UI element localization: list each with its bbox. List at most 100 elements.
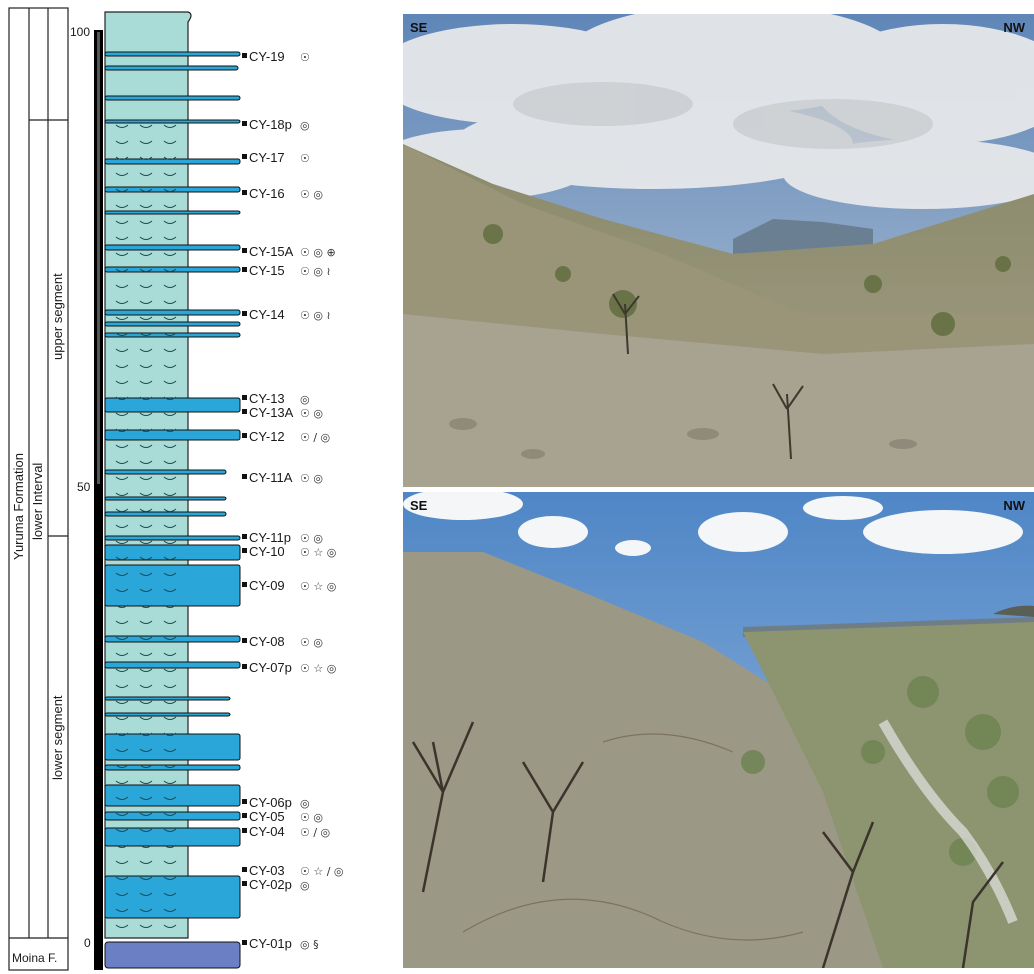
sample-label: CY-14: [249, 307, 285, 322]
fossil-texture-mark: [139, 924, 153, 928]
fossil-texture-mark: [115, 860, 129, 864]
fossil-texture-mark: [139, 172, 153, 176]
fossil-icons: ☉ ☆ ◎: [300, 580, 336, 593]
sample-label: CY-06p: [249, 795, 292, 810]
interval-label: lower Interval: [30, 463, 45, 540]
fossil-texture-mark: [163, 796, 177, 800]
sample-marker: [242, 799, 247, 804]
sample-label: CY-09: [249, 578, 285, 593]
fossil-texture-mark: [115, 892, 129, 896]
sample-marker: [242, 311, 247, 316]
fossil-texture-mark: [163, 556, 177, 560]
fossil-texture-mark: [163, 428, 177, 432]
fossil-texture-mark: [139, 636, 153, 640]
fossil-texture-mark: [139, 892, 153, 896]
sample-list: CY-19 ☉ CY-18p ◎ CY-17 ☉ CY-16 ☉ ◎ CY-15A ☉ ◎ ⊕ CY…: [242, 49, 344, 951]
fossil-icons: ☉ ☆ ∕ ◎: [300, 865, 344, 878]
fossil-texture-mark: [139, 220, 153, 224]
fossil-icons: ◎: [300, 119, 310, 132]
fossil-texture-mark: [163, 892, 177, 896]
limestone-bed: [104, 95, 241, 101]
limestone-bed: [104, 544, 241, 561]
fossil-icons: ☉ ☆ ◎: [300, 546, 336, 559]
fossil-texture-mark: [115, 316, 129, 320]
fossil-texture-mark: [139, 396, 153, 400]
fossil-texture-mark: [163, 700, 177, 704]
fossil-texture-mark: [139, 364, 153, 368]
sample-marker: [242, 409, 247, 414]
fossil-texture-mark: [139, 300, 153, 304]
fossil-texture-mark: [115, 124, 129, 128]
sample-label: CY-12: [249, 429, 285, 444]
limestone-bed: [104, 564, 241, 607]
fossil-texture-mark: [139, 140, 153, 144]
fossil-texture-mark: [115, 396, 129, 400]
fossil-texture-mark: [115, 620, 129, 624]
fossil-texture-mark: [163, 380, 177, 384]
fossil-texture-mark: [163, 684, 177, 688]
fossil-texture-mark: [115, 556, 129, 560]
scale-tick-100: 100: [70, 25, 90, 39]
fossil-texture-mark: [139, 156, 153, 160]
fossil-texture-mark: [139, 332, 153, 336]
limestone-bed: [104, 712, 231, 717]
formation-label: Yuruma Formation: [11, 453, 26, 560]
fossil-texture-mark: [139, 652, 153, 656]
sample-label: CY-13: [249, 391, 285, 406]
limestone-bed: [104, 309, 241, 316]
fossil-texture-mark: [163, 412, 177, 416]
base-unit-label: Moina F.: [12, 951, 57, 965]
upper-segment-label: upper segment: [50, 273, 65, 360]
fossil-texture-mark: [163, 156, 177, 160]
limestone-bed: [104, 51, 241, 57]
fossil-texture-mark: [139, 796, 153, 800]
fossil-texture-mark: [139, 572, 153, 576]
fossil-texture-mark: [163, 396, 177, 400]
fossil-texture-mark: [139, 316, 153, 320]
fossil-texture-mark: [163, 732, 177, 736]
fossil-texture-mark: [163, 636, 177, 640]
fossil-texture-mark: [163, 492, 177, 496]
fossil-texture-mark: [115, 796, 129, 800]
sample-label: CY-08: [249, 634, 285, 649]
sample-marker: [242, 828, 247, 833]
limestone-bed: [104, 661, 241, 669]
sample-marker: [242, 582, 247, 587]
fossil-texture-mark: [115, 364, 129, 368]
sample-marker: [242, 190, 247, 195]
limestone-bed: [104, 158, 241, 165]
fossil-texture-mark: [163, 764, 177, 768]
fossil-texture-mark: [163, 748, 177, 752]
fossil-icons: ☉ ◎: [300, 811, 323, 824]
fossil-texture-mark: [139, 124, 153, 128]
fossil-texture-mark: [115, 748, 129, 752]
fossil-texture-mark: [163, 572, 177, 576]
sample-label: CY-18p: [249, 117, 292, 132]
fossil-texture-mark: [115, 572, 129, 576]
scale-tick-50: 50: [77, 480, 91, 494]
sample-label: CY-16: [249, 186, 285, 201]
fossil-texture-mark: [115, 204, 129, 208]
fossil-icons: ◎ §: [300, 938, 319, 951]
fossil-texture-mark: [115, 300, 129, 304]
fossil-texture-mark: [139, 268, 153, 272]
fossil-icons: ☉ ◎: [300, 532, 323, 545]
fossil-texture-mark: [139, 412, 153, 416]
fossil-texture-mark: [163, 476, 177, 480]
fossil-texture-mark: [163, 444, 177, 448]
sample-marker: [242, 154, 247, 159]
base-unit-bed: [104, 941, 241, 969]
sample-marker: [242, 813, 247, 818]
fossil-texture-mark: [139, 252, 153, 256]
fossil-texture-mark: [139, 460, 153, 464]
direction-se-label: SE: [410, 498, 428, 513]
sample-label: CY-01p: [249, 936, 292, 951]
fossil-texture-mark: [115, 508, 129, 512]
fossil-texture-mark: [163, 316, 177, 320]
fossil-texture-mark: [139, 428, 153, 432]
fossil-texture-mark: [139, 604, 153, 608]
fossil-texture-mark: [115, 780, 129, 784]
fossil-texture-mark: [139, 476, 153, 480]
fossil-texture-mark: [163, 140, 177, 144]
limestone-bed: [104, 496, 227, 501]
